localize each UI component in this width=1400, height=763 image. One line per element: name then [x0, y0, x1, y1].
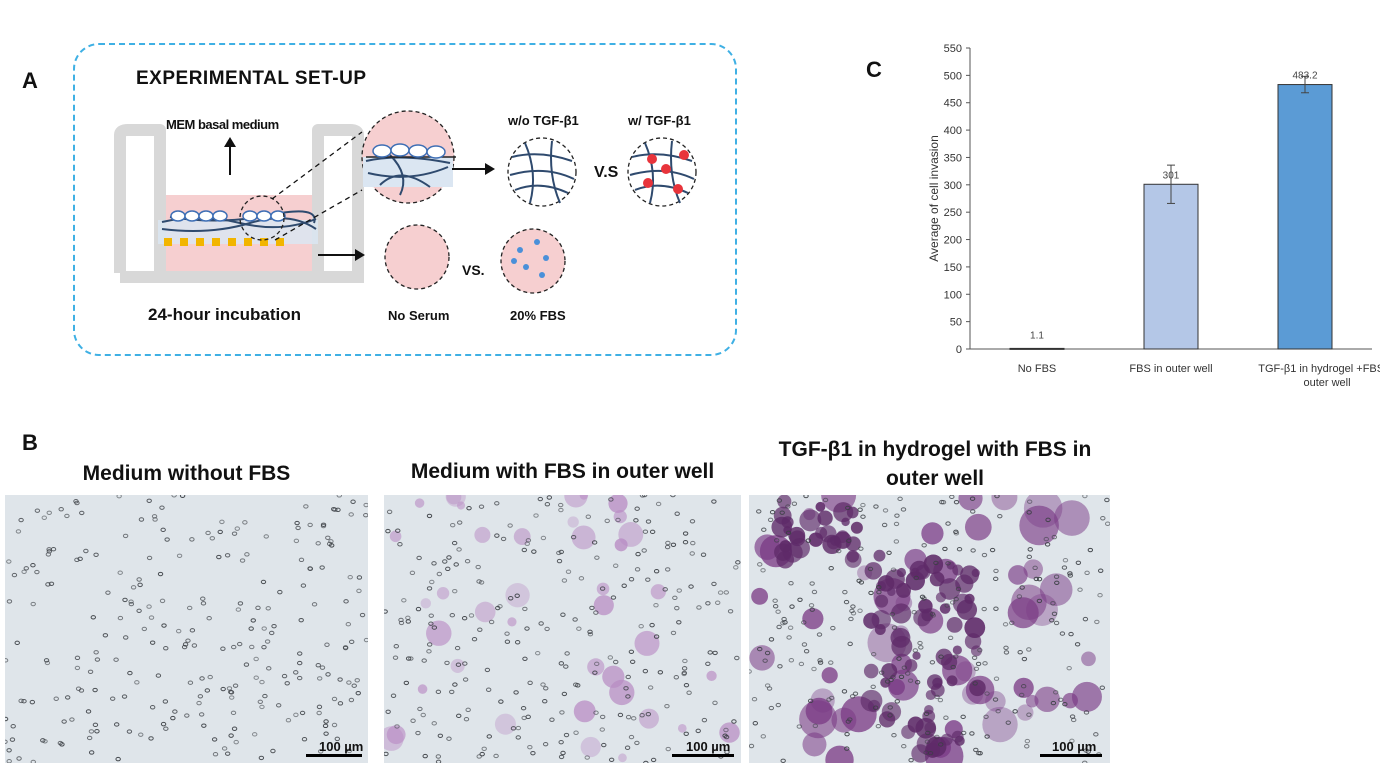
bar [1143, 183, 1199, 350]
fbs-20-label: 20% FBS [510, 308, 566, 323]
y-axis-label: Average of cell invasion [927, 135, 941, 262]
hydrogel-with-tgf [627, 137, 697, 207]
y-tick-label: 150 [944, 262, 962, 274]
scale-bar-2 [672, 754, 734, 757]
x-category-label: TGF-β1 in hydrogel +FBS in [1258, 363, 1380, 375]
y-tick-label: 200 [944, 235, 962, 247]
vs-top-label: V.S [594, 164, 619, 181]
y-tick-label: 50 [950, 317, 962, 329]
hydrogel-without-tgf [507, 137, 577, 207]
x-category-label: No FBS [1018, 363, 1057, 375]
without-tgf-label: w/o TGF-β1 [508, 113, 579, 128]
with-tgf-label: w/ TGF-β1 [628, 113, 691, 128]
scale-bar-3 [1040, 754, 1102, 757]
micrograph-no-fbs [5, 495, 368, 763]
scale-bar-1 [306, 754, 362, 757]
bar [1277, 84, 1333, 350]
setup-box [73, 43, 737, 356]
invasion-bar-chart: 0 50 100 150 200 250 300 350 400 450 500 550 Average… [927, 43, 1380, 389]
no-serum-label: No Serum [388, 308, 450, 323]
panel-b-letter: B [22, 430, 38, 455]
y-tick-label: 400 [944, 125, 962, 137]
y-tick-label: 350 [944, 152, 962, 164]
incubation-label: 24-hour incubation [148, 305, 301, 324]
y-tick-label: 250 [944, 207, 962, 219]
y-tick-label: 500 [944, 70, 962, 82]
setup-diagram [114, 110, 697, 294]
x-category-label: FBS in outer well [1129, 363, 1212, 375]
y-tick-label: 450 [944, 98, 962, 110]
y-tick-label: 300 [944, 180, 962, 192]
y-tick-label: 0 [956, 344, 962, 356]
x-category-label: outer well [1303, 377, 1350, 389]
well-plate [114, 124, 364, 283]
y-tick-label: 550 [944, 43, 962, 55]
data-label: 483.2 [1292, 71, 1317, 82]
fbs-circle [500, 228, 566, 294]
micro-title-3: TGF-β1 in hydrogel with FBS in outer wel… [778, 438, 1092, 490]
setup-title: EXPERIMENTAL SET-UP [136, 68, 367, 89]
y-tick-label: 100 [944, 289, 962, 301]
vs-bottom-label: VS. [462, 262, 485, 278]
bar [1009, 347, 1065, 350]
panel-a-letter: A [22, 68, 38, 93]
micrograph-fbs [384, 495, 741, 763]
scale-label-1: 100 µm [319, 739, 364, 754]
medium-label: MEM basal medium [166, 117, 279, 132]
data-label: 301 [1163, 170, 1180, 181]
scale-label-3: 100 µm [1052, 739, 1097, 754]
panel-c-letter: C [866, 57, 882, 82]
data-label: 1.1 [1030, 330, 1044, 341]
zoom-circle [361, 110, 456, 204]
micrograph-tgf-fbs [749, 495, 1110, 763]
micro-title-2: Medium with FBS in outer well [410, 460, 715, 483]
no-serum-circle [384, 224, 450, 290]
scale-label-2: 100 µm [686, 739, 731, 754]
micro-title-1: Medium without FBS [82, 462, 291, 485]
